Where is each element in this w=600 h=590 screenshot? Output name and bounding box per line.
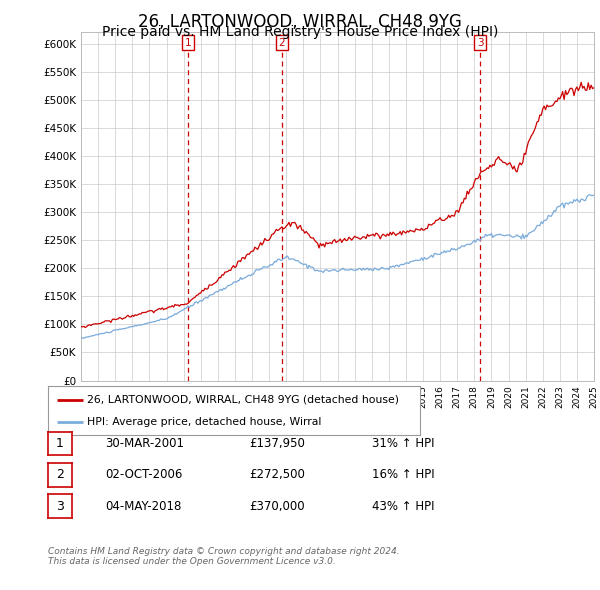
Text: Price paid vs. HM Land Registry's House Price Index (HPI): Price paid vs. HM Land Registry's House … (102, 25, 498, 39)
Text: Contains HM Land Registry data © Crown copyright and database right 2024.: Contains HM Land Registry data © Crown c… (48, 548, 400, 556)
Text: 2: 2 (278, 38, 285, 48)
Text: £272,500: £272,500 (249, 468, 305, 481)
Text: This data is licensed under the Open Government Licence v3.0.: This data is licensed under the Open Gov… (48, 558, 336, 566)
Text: 30-MAR-2001: 30-MAR-2001 (105, 437, 184, 450)
Text: 43% ↑ HPI: 43% ↑ HPI (372, 500, 434, 513)
Text: 1: 1 (56, 437, 64, 450)
Text: £137,950: £137,950 (249, 437, 305, 450)
Text: 3: 3 (56, 500, 64, 513)
Text: 04-MAY-2018: 04-MAY-2018 (105, 500, 181, 513)
Text: 02-OCT-2006: 02-OCT-2006 (105, 468, 182, 481)
Text: 31% ↑ HPI: 31% ↑ HPI (372, 437, 434, 450)
Text: 26, LARTONWOOD, WIRRAL, CH48 9YG: 26, LARTONWOOD, WIRRAL, CH48 9YG (138, 13, 462, 31)
Text: 3: 3 (477, 38, 484, 48)
Text: 26, LARTONWOOD, WIRRAL, CH48 9YG (detached house): 26, LARTONWOOD, WIRRAL, CH48 9YG (detach… (87, 395, 399, 405)
Text: 1: 1 (185, 38, 191, 48)
Text: £370,000: £370,000 (249, 500, 305, 513)
Text: HPI: Average price, detached house, Wirral: HPI: Average price, detached house, Wirr… (87, 417, 322, 427)
Text: 16% ↑ HPI: 16% ↑ HPI (372, 468, 434, 481)
Text: 2: 2 (56, 468, 64, 481)
